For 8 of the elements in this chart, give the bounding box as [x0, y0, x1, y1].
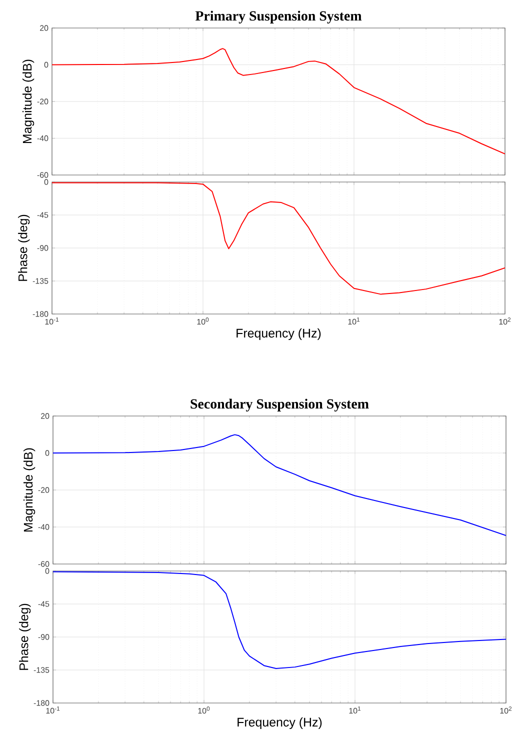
y-axis-title: Phase (deg): [19, 604, 31, 670]
y-axis-title: Magnitude (dB): [22, 60, 34, 144]
y-axis-title: Magnitude (dB): [24, 448, 36, 532]
x-axis-title: Frequency (Hz): [236, 328, 321, 340]
y-axis-title: Phase (deg): [18, 214, 30, 281]
x-axis-title: Frequency (Hz): [238, 717, 322, 730]
chart-title: Primary Suspension System: [196, 10, 362, 24]
chart-title: Secondary Suspension System: [190, 398, 369, 412]
